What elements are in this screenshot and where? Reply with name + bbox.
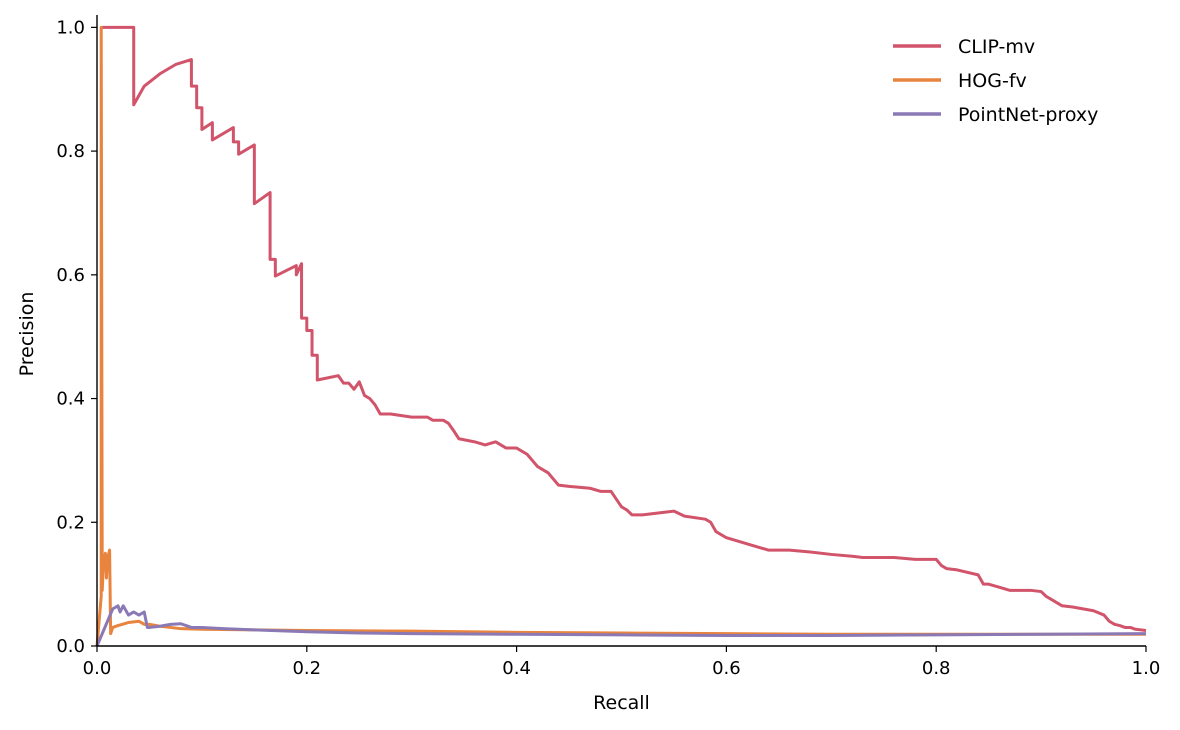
x-tick-label: 0.4 bbox=[502, 658, 531, 679]
x-tick-label: 0.0 bbox=[83, 658, 112, 679]
y-tick-label: 1.0 bbox=[56, 17, 85, 38]
y-tick-label: 0.2 bbox=[56, 512, 85, 533]
legend-label: HOG-fv bbox=[958, 70, 1027, 92]
axes-layer: 0.0 0.2 0.4 0.6 0.8 1.0 0.0 0.2 0.4 0.6 0.8 1.0 bbox=[56, 15, 1160, 679]
x-tick-label: 0.8 bbox=[922, 658, 951, 679]
legend-label: PointNet-proxy bbox=[958, 104, 1098, 126]
x-axis-label: Recall bbox=[593, 692, 650, 714]
y-tick-label: 0.6 bbox=[56, 265, 85, 286]
y-axis-label: Precision bbox=[16, 292, 38, 377]
x-tick-label: 0.6 bbox=[712, 658, 741, 679]
legend: CLIP-mv HOG-fv PointNet-proxy bbox=[893, 36, 1098, 126]
x-tick-label: 0.2 bbox=[292, 658, 321, 679]
legend-label: CLIP-mv bbox=[958, 36, 1035, 58]
series-line-hog-fv bbox=[95, 25, 1146, 647]
series-layer bbox=[95, 25, 1147, 647]
y-tick-label: 0.0 bbox=[56, 636, 85, 657]
series-line-clip-mv bbox=[102, 25, 1147, 633]
y-tick-label: 0.4 bbox=[56, 389, 85, 410]
series-line-pointnet-proxy bbox=[95, 604, 1147, 647]
y-tick-label: 0.8 bbox=[56, 141, 85, 162]
x-tick-label: 1.0 bbox=[1132, 658, 1161, 679]
